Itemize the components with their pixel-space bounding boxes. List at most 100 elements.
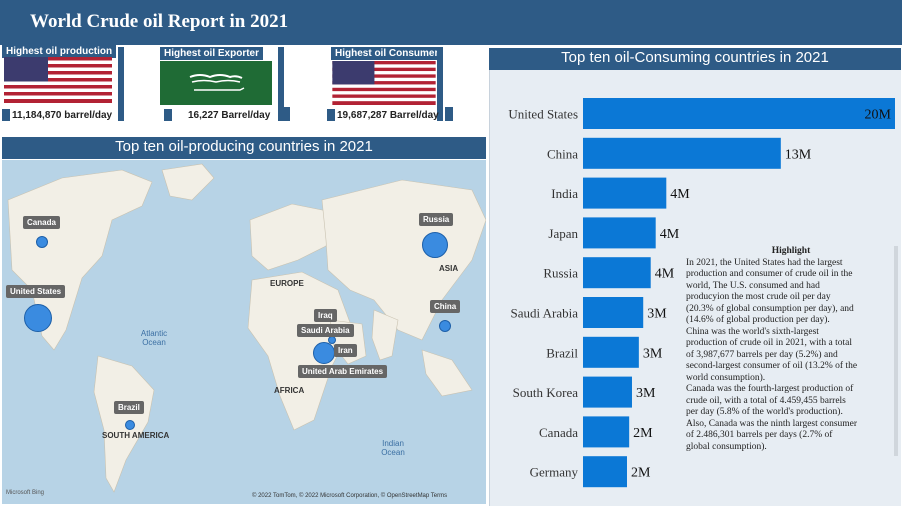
category-label: Saudi Arabia: [510, 306, 578, 321]
data-label: 3M: [643, 346, 663, 361]
saudi-flag-icon: [160, 61, 272, 105]
highlight-line: (20.3% of global consumption per day), a…: [686, 303, 854, 314]
scrollbar[interactable]: [894, 246, 898, 456]
map-label-iran[interactable]: Iran: [334, 344, 357, 357]
bubble-brazil[interactable]: [125, 420, 135, 430]
category-label: Russia: [543, 266, 578, 281]
map-credits[interactable]: © 2022 TomTom, © 2022 Microsoft Corporat…: [252, 493, 448, 499]
kpi-label: Highest oil Exporter: [160, 47, 264, 60]
kpi-marker: [327, 109, 335, 121]
highlight-line: second-largest consumer of oil (13.2% of…: [686, 361, 858, 371]
highlight-line: producyion the most crude oil per day: [686, 292, 831, 302]
data-label: 4M: [670, 187, 690, 202]
bubble-russia[interactable]: [422, 232, 448, 258]
usa-flag-icon: [4, 57, 112, 103]
consumption-chart-area: United States 20M China 13M India 4M Japan 4M Ru…: [489, 70, 901, 506]
map-label-china[interactable]: China: [430, 300, 461, 313]
map-label-uae[interactable]: United Arab Emirates: [298, 365, 388, 378]
ocean-label-indian: Indian Ocean: [381, 439, 405, 457]
kpi-accent-bar: [278, 47, 284, 121]
bar-china[interactable]: [583, 137, 781, 169]
kpi-value: 11,184,870 barrel/day: [12, 110, 113, 121]
kpi-label: Highest oil Consumer: [331, 47, 443, 60]
world-map-landmass: [7, 163, 486, 493]
bubble-saudi-arabia[interactable]: [313, 342, 335, 364]
category-label: South Korea: [513, 385, 579, 400]
category-label: United States: [508, 107, 578, 122]
highlight-line: production of crude oil in 2021, with a …: [686, 338, 852, 348]
highlight-line: of 2.486,301 barrels per days (2.7% of: [686, 430, 833, 440]
bar-united-states[interactable]: [583, 98, 895, 129]
highlight-line: In 2021, the United States had the large…: [686, 257, 843, 268]
kpi-label: Highest oil production: [2, 45, 117, 58]
map-label-saudi-arabia[interactable]: Saudi Arabia: [297, 324, 354, 337]
bubble-canada[interactable]: [36, 236, 48, 248]
bar-india[interactable]: [583, 177, 667, 209]
highlight-line: global consumption).: [686, 441, 767, 452]
chart-title: Top ten oil-Consuming countries in 2021: [489, 48, 901, 70]
category-label: Canada: [539, 425, 578, 440]
kpi-value: 16,227 Barrel/day: [188, 110, 271, 121]
map-label-brazil[interactable]: Brazil: [114, 401, 144, 414]
highlight-line: China was the world's sixth-largest: [686, 326, 819, 337]
ocean-label-atlantic: Atlantic Ocean: [140, 329, 168, 347]
kpi-accent-bar: [118, 47, 124, 121]
region-label-south-america: SOUTH AMERICA: [102, 431, 170, 440]
category-label: Japan: [548, 226, 578, 241]
highlight-line: (14.6% of global production per day).: [686, 315, 830, 325]
category-label: India: [551, 186, 578, 201]
kpi-value: 19,687,287 Barrel/day: [337, 110, 439, 121]
region-label-africa: AFRICA: [274, 386, 305, 395]
report-header: World Crude oil Report in 2021: [0, 0, 902, 45]
highlight-line: production and consumer of crude oil in …: [686, 269, 853, 279]
report-title: World Crude oil Report in 2021: [30, 11, 289, 32]
kpi-highest-production[interactable]: Highest oil production 11,184,870 barrel…: [2, 45, 124, 125]
highlight-box: Highlight In 2021, the United States had…: [686, 246, 896, 453]
kpi-highest-consumer[interactable]: Highest oil Consumer 19,687,287 Barrel/d…: [327, 47, 455, 125]
highlight-line: Also, Canada was the ninth largest consu…: [686, 418, 858, 429]
bing-logo: Microsoft Bing: [6, 490, 45, 496]
usa-flag-icon: [332, 61, 436, 105]
kpi-marker: [164, 109, 172, 121]
highlight-line: world, The U.S. consumed and had: [686, 280, 820, 291]
category-label: Germany: [530, 465, 579, 480]
bubble-china[interactable]: [439, 320, 451, 332]
data-label: 3M: [647, 307, 667, 322]
highlight-text: In 2021, the United States had the large…: [686, 258, 896, 454]
data-label: 20M: [865, 108, 892, 123]
data-label: 2M: [631, 466, 651, 481]
bar-japan[interactable]: [583, 217, 656, 249]
data-label: 4M: [660, 227, 680, 242]
kpi-marker: [2, 109, 10, 121]
map-label-iraq[interactable]: Iraq: [314, 309, 337, 322]
data-label: 4M: [655, 267, 675, 282]
highlight-line: world consumption).: [686, 372, 766, 383]
bar-saudi-arabia[interactable]: [583, 297, 644, 328]
map-label-united-states[interactable]: United States: [6, 285, 66, 298]
highlight-title: Highlight: [771, 246, 811, 256]
data-label: 2M: [633, 426, 653, 441]
bar-south-korea[interactable]: [583, 376, 632, 408]
world-map[interactable]: EUROPE ASIA AFRICA SOUTH AMERICA Atlanti…: [2, 160, 486, 504]
bar-brazil[interactable]: [583, 336, 639, 368]
category-label: Brazil: [546, 345, 578, 360]
data-label: 3M: [636, 386, 656, 401]
map-label-canada[interactable]: Canada: [23, 216, 60, 229]
bar-germany[interactable]: [583, 456, 627, 488]
highlight-line: per day (5.8% of the world's production)…: [686, 407, 843, 417]
map-panel-title: Top ten oil-producing countries in 2021: [2, 137, 486, 159]
bar-russia[interactable]: [583, 257, 651, 289]
region-label-asia: ASIA: [439, 264, 459, 273]
highlight-line: crude oil, with a total of 4.459,455 bar…: [686, 395, 846, 406]
kpi-accent-bar: [437, 47, 443, 121]
bubble-united-states[interactable]: [24, 304, 52, 332]
kpi-marker: [278, 107, 290, 121]
category-label: China: [547, 146, 578, 161]
kpi-marker: [445, 107, 453, 121]
bar-canada[interactable]: [583, 416, 630, 448]
data-label: 13M: [785, 147, 812, 162]
consumption-bar-chart: United States 20M China 13M India 4M Japan 4M Ru…: [508, 98, 898, 488]
map-label-russia[interactable]: Russia: [419, 213, 454, 226]
kpi-highest-exporter[interactable]: Highest oil Exporter 16,227 Barrel/day: [160, 47, 290, 125]
region-label-europe: EUROPE: [270, 279, 304, 288]
